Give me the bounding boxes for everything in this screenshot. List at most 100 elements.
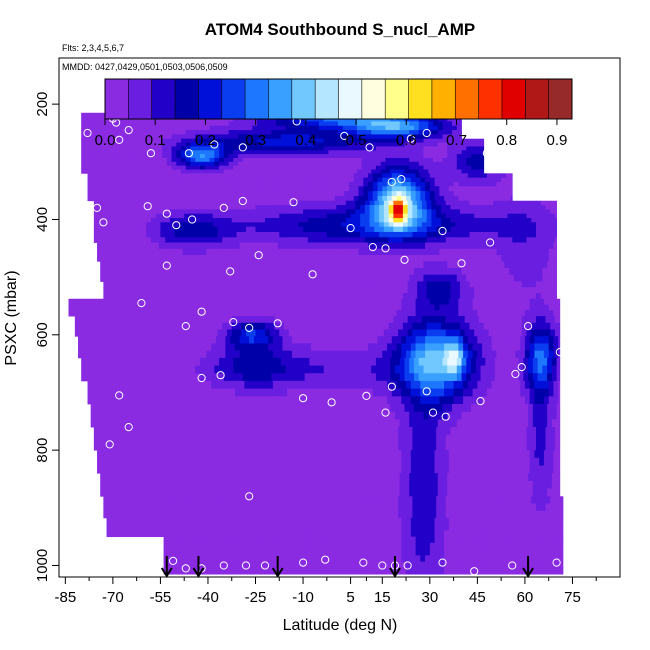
heatmap-cell <box>239 248 245 256</box>
heatmap-cell <box>249 304 255 311</box>
heatmap-cell <box>369 281 375 288</box>
heatmap-cell <box>141 209 147 215</box>
heatmap-cell <box>472 186 478 192</box>
heatmap-cell <box>295 125 301 131</box>
heatmap-cell <box>135 310 141 317</box>
heatmap-cell <box>323 274 329 282</box>
heatmap-cell <box>158 242 164 250</box>
heatmap-cell <box>391 177 397 183</box>
heatmap-cell <box>364 322 371 330</box>
heatmap-cell <box>323 261 329 269</box>
heatmap-cell <box>531 292 537 300</box>
heatmap-cell <box>138 157 144 163</box>
heatmap-cell <box>144 336 150 344</box>
heatmap-cell <box>198 218 204 223</box>
heatmap-cell <box>173 304 179 311</box>
heatmap-cell <box>339 298 345 305</box>
heatmap-cell <box>182 255 188 262</box>
heatmap-cell <box>434 380 440 390</box>
heatmap-cell <box>480 261 486 269</box>
heatmap-cell <box>109 274 115 282</box>
heatmap-cell <box>135 186 141 192</box>
heatmap-cell <box>157 130 163 135</box>
heatmap-cell <box>236 292 242 300</box>
heatmap-cell <box>466 154 472 159</box>
heatmap-cell <box>428 130 434 135</box>
heatmap-cell <box>453 310 459 317</box>
heatmap-cell <box>382 388 388 397</box>
heatmap-cell <box>157 357 163 366</box>
heatmap-cell <box>163 343 169 352</box>
heatmap-cell <box>277 343 283 352</box>
heatmap-cell <box>333 146 339 151</box>
heatmap-cell <box>271 130 277 135</box>
heatmap-cell <box>385 150 391 155</box>
heatmap-cell <box>154 191 160 197</box>
heatmap-cell <box>144 173 150 179</box>
heatmap-cell <box>207 205 214 210</box>
heatmap-cell <box>133 274 139 282</box>
heatmap-cell <box>325 181 331 187</box>
heatmap-cell <box>247 165 253 170</box>
heatmap-cell <box>90 150 96 155</box>
heatmap-cell <box>215 242 222 250</box>
heatmap-cell <box>390 157 396 163</box>
heatmap-cell <box>428 261 434 269</box>
heatmap-cell <box>477 173 483 179</box>
heatmap-cell <box>271 365 277 374</box>
heatmap-cell <box>360 322 366 330</box>
heatmap-cell <box>217 218 223 223</box>
heatmap-cell <box>301 191 307 197</box>
heatmap-cell <box>504 274 510 282</box>
heatmap-cell <box>90 169 96 174</box>
heatmap-cell <box>222 213 228 219</box>
heatmap-cell <box>310 255 317 262</box>
heatmap-cell <box>361 357 367 366</box>
heatmap-cell <box>206 181 212 187</box>
heatmap-cell <box>265 213 271 219</box>
heatmap-cell <box>439 343 445 352</box>
heatmap-cell <box>214 373 220 382</box>
heatmap-cell <box>119 154 125 159</box>
heatmap-cell <box>242 125 248 131</box>
heatmap-cell <box>528 274 534 282</box>
heatmap-cell <box>337 268 344 276</box>
heatmap-cell <box>123 142 130 147</box>
heatmap-cell <box>226 218 233 223</box>
heatmap-cell <box>234 255 241 262</box>
heatmap-cell <box>109 373 115 382</box>
heatmap-cell <box>187 248 193 256</box>
heatmap-cell <box>382 298 388 305</box>
heatmap-cell <box>426 200 432 206</box>
heatmap-cell <box>475 373 481 382</box>
heatmap-cell <box>485 365 491 374</box>
heatmap-cell <box>464 322 470 330</box>
heatmap-cell <box>203 218 209 223</box>
heatmap-cell <box>421 329 428 337</box>
heatmap-cell <box>122 292 128 300</box>
heatmap-cell <box>420 380 426 390</box>
heatmap-cell <box>475 157 481 163</box>
heatmap-cell <box>90 373 96 382</box>
heatmap-cell <box>452 261 458 269</box>
heatmap-cell <box>445 205 451 210</box>
heatmap-cell <box>268 173 274 179</box>
heatmap-cell <box>491 242 497 250</box>
heatmap-cell <box>339 242 345 250</box>
heatmap-cell <box>325 186 331 192</box>
heatmap-cell <box>85 121 92 127</box>
heatmap-cell <box>81 125 87 131</box>
heatmap-cell <box>79 316 85 324</box>
heatmap-cell <box>360 222 366 228</box>
heatmap-cell <box>127 209 133 215</box>
heatmap-cell <box>201 298 207 305</box>
heatmap-cell <box>531 316 537 324</box>
heatmap-cell <box>142 357 149 366</box>
heatmap-cell <box>260 316 266 324</box>
heatmap-cell <box>447 169 453 174</box>
heatmap-cell <box>510 191 513 197</box>
heatmap-cell <box>309 150 315 155</box>
heatmap-cell <box>207 281 214 288</box>
heatmap-cell <box>453 186 459 192</box>
heatmap-cell <box>502 213 508 219</box>
